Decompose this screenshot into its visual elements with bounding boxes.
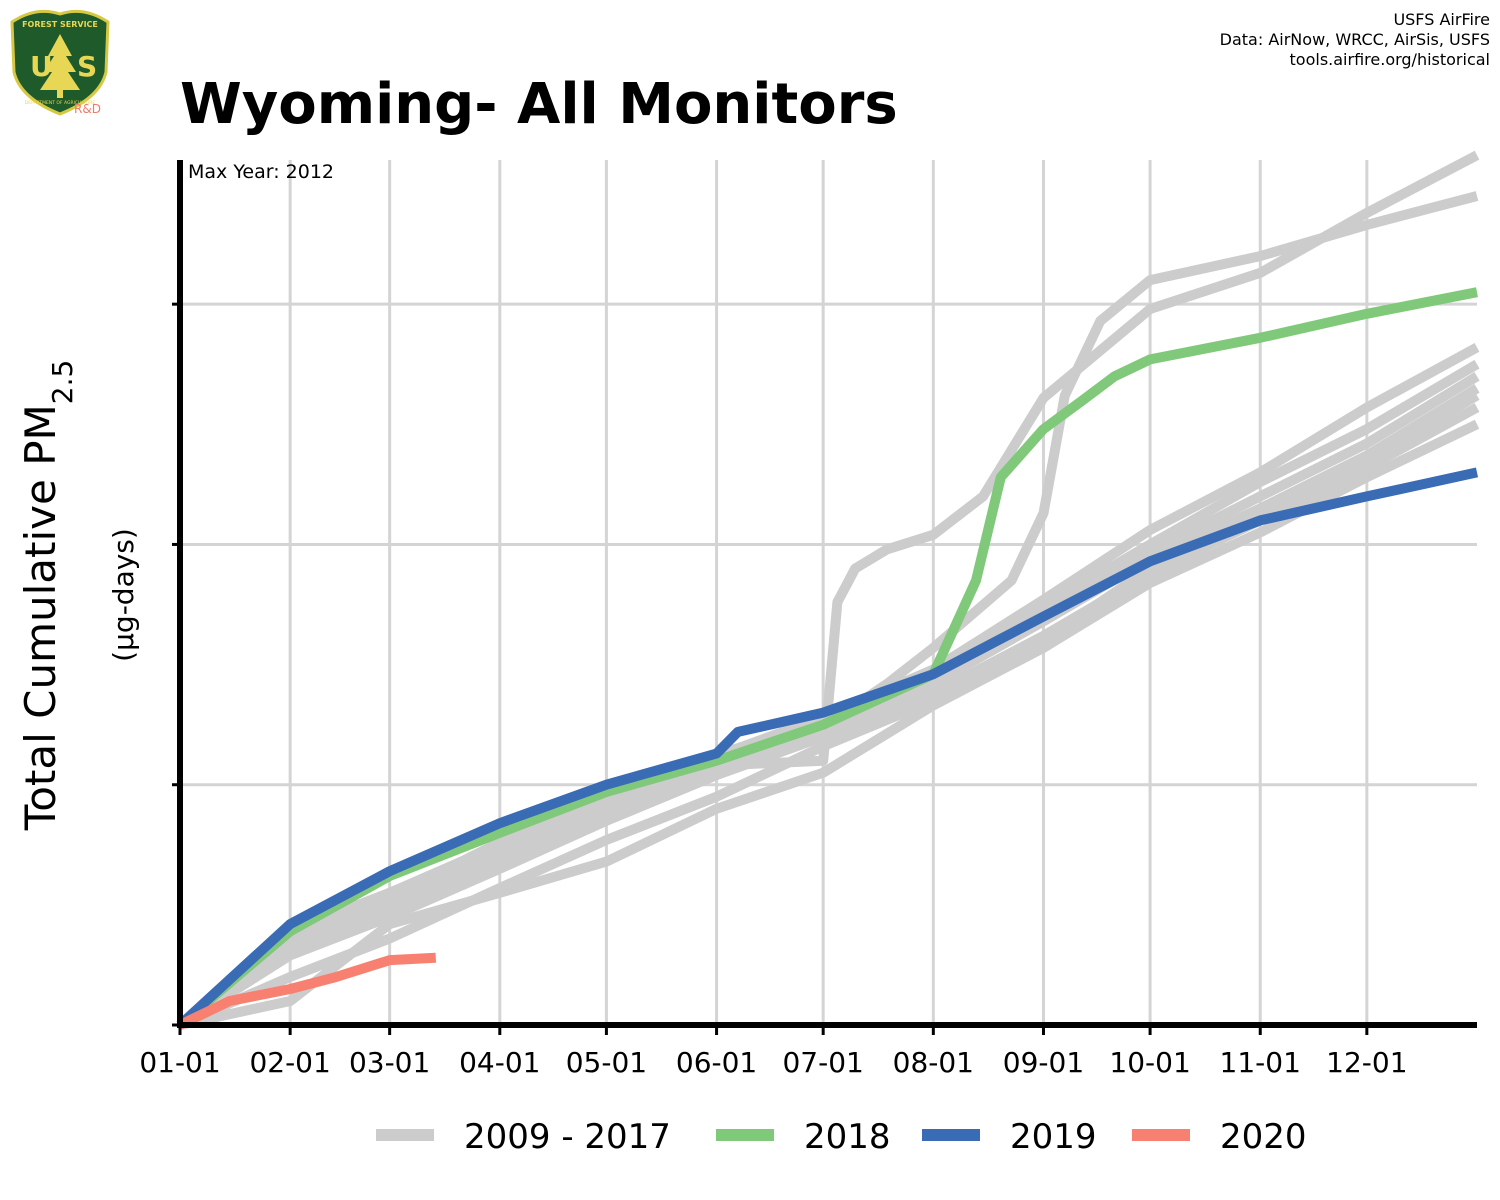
y-axis-title: Total Cumulative PM2.5 [16, 360, 79, 832]
x-tick-label: 04-01 [459, 1046, 540, 1079]
x-tick-label: 10-01 [1109, 1046, 1190, 1079]
usfs-logo: U S FOREST SERVICE DEPARTMENT OF AGRICUL… [10, 9, 110, 116]
logo-letter-s: S [77, 50, 97, 83]
logo-bottom-text: DEPARTMENT OF AGRICULTURE [25, 100, 96, 106]
legend-label: 2018 [804, 1117, 891, 1157]
series-line-2019 [176, 467, 1479, 1029]
page-title: Wyoming- All Monitors [180, 72, 898, 137]
x-tick-label: 08-01 [893, 1046, 974, 1079]
logo-rd-label: R&D [74, 102, 101, 116]
x-tick-label: 06-01 [676, 1046, 757, 1079]
pine-tree-icon [40, 34, 80, 90]
x-tick-label: 02-01 [249, 1046, 330, 1079]
credit-line-source: USFS AirFire [1393, 10, 1490, 29]
y-axis-title-main: Total Cumulative PM [16, 404, 65, 831]
x-tick-label: 11-01 [1220, 1046, 1301, 1079]
svg-text:Total Cumulative PM2.5: Total Cumulative PM2.5 [16, 360, 79, 832]
x-tick-label: 12-01 [1326, 1046, 1407, 1079]
credits-block: USFS AirFire Data: AirNow, WRCC, AirSis,… [1220, 10, 1490, 70]
credit-line-data: Data: AirNow, WRCC, AirSis, USFS [1219, 30, 1490, 49]
x-tick-label: 05-01 [566, 1046, 647, 1079]
credit-line-url: tools.airfire.org/historical [1289, 50, 1490, 69]
y-axis-units: (µg-days) [107, 528, 140, 662]
series-line-2009-2017 [178, 419, 1480, 1030]
x-tick-label: 01-01 [139, 1046, 220, 1079]
max-year-annotation: Max Year: 2012 [188, 161, 334, 183]
legend-label: 2009 - 2017 [464, 1117, 671, 1157]
series-layer [176, 150, 1480, 1030]
legend-label: 2019 [1010, 1117, 1097, 1157]
logo-letter-u: U [30, 50, 53, 83]
x-axis-ticks: 01-01 02-01 03-01 04-01 05-01 06-01 07-01 08-01… [139, 1025, 1408, 1079]
x-tick-label: 07-01 [782, 1046, 863, 1079]
x-tick-label: 09-01 [1003, 1046, 1084, 1079]
y-axis-title-subscript: 2.5 [46, 360, 79, 405]
legend-label: 2020 [1220, 1117, 1307, 1157]
series-line-2018 [176, 287, 1478, 1029]
series-line-2020 [177, 952, 437, 1030]
logo-top-text: FOREST SERVICE [22, 20, 98, 29]
x-tick-label: 03-01 [349, 1046, 430, 1079]
legend: 2009 - 2017 2018 2019 2020 [376, 1117, 1307, 1157]
